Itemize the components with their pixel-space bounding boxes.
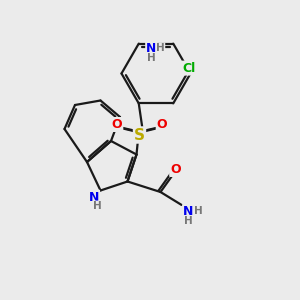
Text: S: S (134, 128, 145, 142)
Text: H: H (93, 201, 102, 211)
Text: H: H (184, 216, 193, 226)
Text: N: N (146, 42, 157, 55)
Text: N: N (89, 190, 99, 204)
Text: O: O (157, 118, 167, 131)
Text: Cl: Cl (182, 61, 196, 75)
Text: N: N (183, 205, 194, 218)
Text: H: H (156, 43, 165, 53)
Text: O: O (170, 163, 181, 176)
Text: O: O (112, 118, 122, 131)
Text: H: H (147, 53, 156, 63)
Text: H: H (194, 206, 202, 217)
